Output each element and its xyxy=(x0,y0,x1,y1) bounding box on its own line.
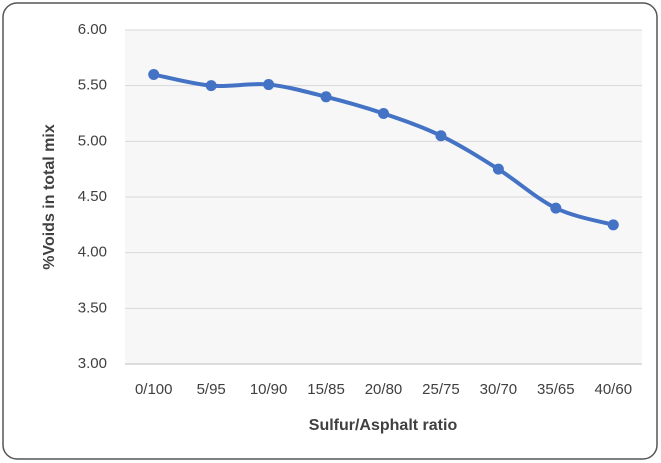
y-tick-label: 5.00 xyxy=(78,132,107,149)
data-point xyxy=(148,69,160,81)
data-point xyxy=(492,163,504,175)
y-tick-label: 5.50 xyxy=(78,77,107,94)
data-point xyxy=(607,219,619,231)
data-point xyxy=(205,80,217,92)
x-tick-label: 15/85 xyxy=(307,381,345,398)
data-point xyxy=(550,202,562,214)
x-tick-label: 0/100 xyxy=(135,381,173,398)
x-tick-label: 10/90 xyxy=(250,381,288,398)
x-tick-label: 30/70 xyxy=(480,381,518,398)
x-tick-label: 25/75 xyxy=(422,381,460,398)
y-tick-label: 3.00 xyxy=(78,355,107,372)
y-tick-label: 4.50 xyxy=(78,188,107,205)
data-point xyxy=(435,130,447,142)
x-axis-title: Sulfur/Asphalt ratio xyxy=(309,417,458,434)
data-point xyxy=(320,91,332,103)
y-tick-label: 4.00 xyxy=(78,244,107,261)
data-point xyxy=(378,108,389,119)
x-tick-label: 35/65 xyxy=(537,381,575,398)
y-tick-label: 3.50 xyxy=(78,299,107,316)
x-tick-label: 40/60 xyxy=(595,381,633,398)
x-tick-label: 5/95 xyxy=(197,381,226,398)
y-tick-label: 6.00 xyxy=(78,21,107,38)
y-axis-title: %Voids in total mix xyxy=(41,124,58,270)
x-tick-label: 20/80 xyxy=(365,381,403,398)
data-point xyxy=(263,79,275,91)
